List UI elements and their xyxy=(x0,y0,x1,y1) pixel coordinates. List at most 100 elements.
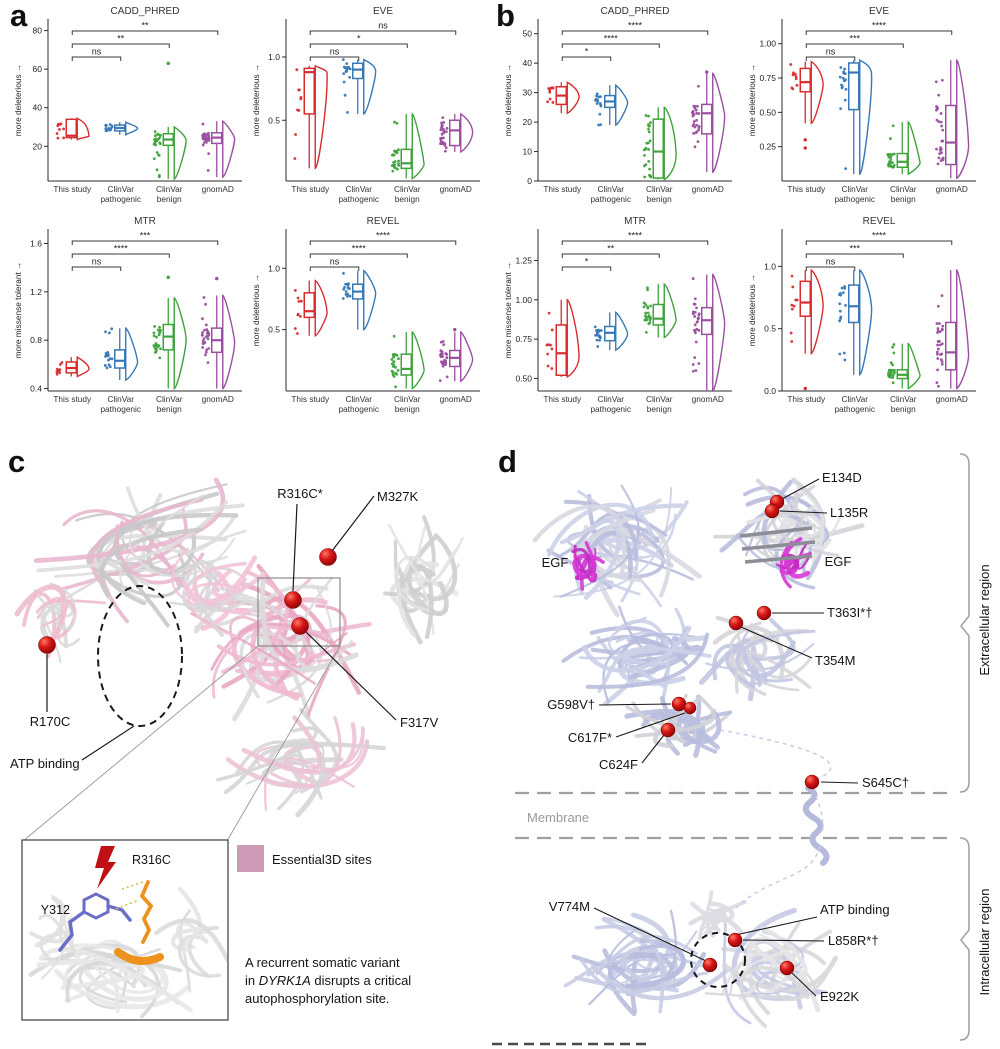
svg-text:more deleterious →: more deleterious → xyxy=(747,274,757,346)
beta-strands xyxy=(739,526,816,564)
svg-text:0.25: 0.25 xyxy=(759,142,776,152)
svg-text:20: 20 xyxy=(523,117,533,127)
sphere-r316c xyxy=(284,591,302,609)
svg-text:This study: This study xyxy=(787,394,826,404)
chart-b-cadd-phred: CADD_PHRED 0 10 20 30 40 50 more deleterious → *… xyxy=(502,4,742,214)
svg-text:pathogenic: pathogenic xyxy=(100,194,141,204)
svg-text:gnomAD: gnomAD xyxy=(936,394,968,404)
sphere-t354m xyxy=(728,615,744,631)
svg-text:ns: ns xyxy=(826,257,836,267)
leader-atp-binding xyxy=(81,725,135,761)
sphere-c624f xyxy=(660,722,676,738)
svg-text:*: * xyxy=(585,47,589,57)
svg-text:1.6: 1.6 xyxy=(30,239,42,249)
svg-text:REVEL: REVEL xyxy=(367,216,400,227)
svg-text:ClinVar: ClinVar xyxy=(107,394,134,404)
label-v774m: V774M xyxy=(549,899,590,914)
lightning-bolt-icon xyxy=(95,846,116,889)
svg-text:***: *** xyxy=(849,244,860,254)
egfr-ribbon-cartoon xyxy=(532,477,865,1028)
chart-a-revel: REVEL 0.5 1.0 more deleterious → ns **** **** T… xyxy=(250,214,490,424)
svg-text:0.50: 0.50 xyxy=(759,107,776,117)
svg-text:gnomAD: gnomAD xyxy=(440,184,472,194)
chart-svg: MTR 0.4 0.8 1.2 1.6 more missense tolerant → n… xyxy=(13,216,242,414)
svg-text:0.5: 0.5 xyxy=(268,115,280,125)
label-m327k: M327K xyxy=(377,489,419,504)
svg-text:****: **** xyxy=(628,231,643,241)
y312-sticks xyxy=(58,904,132,952)
label-intracellular-region: Intracellular region xyxy=(977,889,992,996)
svg-text:ClinVar: ClinVar xyxy=(156,394,183,404)
leader-c624f xyxy=(641,734,665,764)
svg-text:pathogenic: pathogenic xyxy=(590,194,631,204)
label-l858r: L858R*† xyxy=(828,933,879,948)
atp-pocket-circle xyxy=(690,932,746,988)
sphere-l135r xyxy=(764,503,780,519)
svg-text:ClinVar: ClinVar xyxy=(345,184,372,194)
svg-text:****: **** xyxy=(628,21,643,31)
label-e922k: E922K xyxy=(820,989,859,1004)
sphere-r170c xyxy=(38,636,56,654)
svg-text:more deleterious →: more deleterious → xyxy=(503,64,513,136)
leader-f317v xyxy=(305,631,397,721)
svg-text:ClinVar: ClinVar xyxy=(890,184,917,194)
svg-text:pathogenic: pathogenic xyxy=(590,404,631,414)
svg-text:40: 40 xyxy=(523,58,533,68)
svg-text:0.4: 0.4 xyxy=(30,384,42,394)
svg-text:****: **** xyxy=(376,231,391,241)
svg-text:0.0: 0.0 xyxy=(764,386,776,396)
label-g598v: G598V† xyxy=(547,697,595,712)
inset-label-y312: Y312 xyxy=(41,903,70,917)
label-l135r: L135R xyxy=(830,505,868,520)
svg-text:20: 20 xyxy=(33,141,43,151)
svg-text:pathogenic: pathogenic xyxy=(100,404,141,414)
leader-l135r xyxy=(779,510,828,514)
chart-b-eve: EVE 0.25 0.50 0.75 1.00 more deleterious → ns *… xyxy=(746,4,986,214)
chart-b-revel: REVEL 0.0 0.5 1.0 more deleterious → ns *** ***… xyxy=(746,214,986,424)
label-e134d: E134D xyxy=(822,470,862,485)
svg-text:more deleterious →: more deleterious → xyxy=(747,64,757,136)
svg-text:MTR: MTR xyxy=(624,216,646,227)
leader-t354m xyxy=(740,626,813,659)
svg-text:gnomAD: gnomAD xyxy=(692,394,724,404)
panel-c-structure: R316C* M327K R170C F317V ATP binding R31… xyxy=(10,477,464,1021)
svg-text:gnomAD: gnomAD xyxy=(440,394,472,404)
svg-text:more missense tolerant →: more missense tolerant → xyxy=(503,262,513,359)
tm-helix xyxy=(802,785,830,866)
sphere-t363i xyxy=(756,605,772,621)
svg-text:****: **** xyxy=(872,231,887,241)
panel-d-label: d xyxy=(498,444,517,479)
svg-text:ClinVar: ClinVar xyxy=(646,184,673,194)
svg-text:This study: This study xyxy=(291,184,330,194)
svg-text:1.25: 1.25 xyxy=(515,255,532,265)
svg-text:0.75: 0.75 xyxy=(515,334,532,344)
svg-text:This study: This study xyxy=(53,394,92,404)
svg-text:more deleterious →: more deleterious → xyxy=(251,64,261,136)
sphere-m327k xyxy=(319,548,337,566)
svg-text:benign: benign xyxy=(395,194,420,204)
svg-text:0.5: 0.5 xyxy=(764,324,776,334)
svg-text:This study: This study xyxy=(291,394,330,404)
svg-text:benign: benign xyxy=(891,404,916,414)
svg-text:CADD_PHRED: CADD_PHRED xyxy=(111,6,180,17)
label-c617f: C617F* xyxy=(568,730,612,745)
hbond-2 xyxy=(115,899,140,910)
leader-c617f xyxy=(615,712,686,738)
svg-text:1.2: 1.2 xyxy=(30,287,42,297)
svg-text:60: 60 xyxy=(33,64,43,74)
svg-text:ClinVar: ClinVar xyxy=(156,184,183,194)
svg-text:0.8: 0.8 xyxy=(30,335,42,345)
svg-text:ClinVar: ClinVar xyxy=(107,184,134,194)
svg-text:1.00: 1.00 xyxy=(515,295,532,305)
disordered-loop xyxy=(719,729,832,909)
svg-text:REVEL: REVEL xyxy=(863,216,896,227)
svg-text:ClinVar: ClinVar xyxy=(646,394,673,404)
svg-text:0.75: 0.75 xyxy=(759,73,776,83)
dyrk1a-ribbon-cartoon xyxy=(14,477,464,818)
svg-text:This study: This study xyxy=(53,184,92,194)
leader-s645c xyxy=(820,781,859,784)
panel-b-label: b xyxy=(496,0,515,33)
svg-text:ClinVar: ClinVar xyxy=(597,184,624,194)
